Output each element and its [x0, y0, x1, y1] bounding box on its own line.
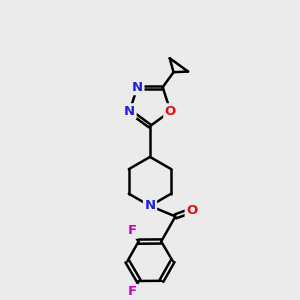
Text: O: O — [165, 105, 176, 118]
Text: F: F — [128, 224, 137, 237]
Text: N: N — [124, 105, 135, 118]
Text: N: N — [144, 200, 156, 212]
Text: F: F — [128, 285, 137, 298]
Text: N: N — [132, 81, 143, 94]
Text: O: O — [186, 204, 197, 217]
